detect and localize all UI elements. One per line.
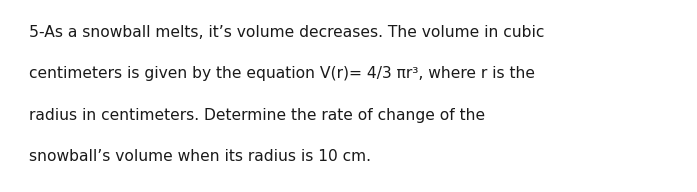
Text: snowball’s volume when its radius is 10 cm.: snowball’s volume when its radius is 10 …	[29, 149, 372, 164]
Text: 5-As a snowball melts, it’s volume decreases. The volume in cubic: 5-As a snowball melts, it’s volume decre…	[29, 25, 544, 40]
Text: centimeters is given by the equation V(r)= 4/3 πr³, where r is the: centimeters is given by the equation V(r…	[29, 66, 535, 81]
Text: radius in centimeters. Determine the rate of change of the: radius in centimeters. Determine the rat…	[29, 108, 485, 122]
